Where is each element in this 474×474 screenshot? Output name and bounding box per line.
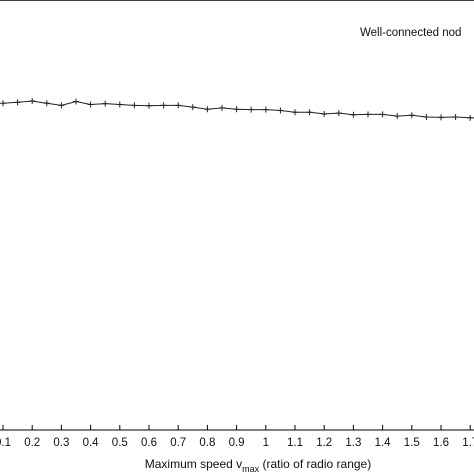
- data-point-marker: [29, 98, 36, 105]
- data-point-marker: [160, 102, 167, 109]
- data-point-marker: [306, 109, 313, 116]
- x-tick-label: 0.5: [112, 437, 128, 449]
- x-tick-label: 0.7: [170, 437, 186, 449]
- data-point-marker: [335, 110, 342, 117]
- data-point-marker: [365, 111, 371, 118]
- x-tick-label: 1.3: [345, 437, 361, 449]
- data-point-marker: [379, 111, 386, 118]
- x-axis-ticks: [2, 425, 471, 430]
- data-point-marker: [262, 106, 269, 113]
- x-tick-label: 1.7: [462, 437, 474, 449]
- data-point-marker: [219, 104, 225, 111]
- data-point-marker: [73, 98, 79, 105]
- data-point-marker: [43, 100, 50, 107]
- data-point-marker: [131, 102, 138, 109]
- data-point-marker: [87, 101, 94, 108]
- data-point-marker: [350, 111, 357, 118]
- data-point-marker: [438, 114, 444, 121]
- data-point-marker: [233, 106, 240, 113]
- data-point-marker: [116, 101, 123, 108]
- x-tick-label: 1.1: [287, 437, 303, 449]
- data-point-marker: [175, 102, 182, 109]
- x-tick-label: 0.3: [53, 437, 69, 449]
- data-point-marker: [321, 110, 328, 117]
- x-tick-label: 0.6: [141, 437, 157, 449]
- x-tick-label: 0.2: [24, 437, 40, 449]
- x-tick-label: 1.6: [433, 437, 449, 449]
- x-tick-label: 1.4: [375, 437, 392, 449]
- x-tick-label: 0.8: [199, 437, 215, 449]
- data-point-marker: [277, 107, 284, 114]
- data-point-marker: [394, 113, 401, 120]
- x-tick-label: 0.9: [229, 437, 245, 449]
- x-axis-title: Maximum speed vmax (ratio of radio range…: [145, 457, 371, 474]
- data-point-marker: [248, 106, 255, 113]
- data-point-marker: [0, 100, 6, 107]
- x-tick-label: 0.4: [83, 437, 100, 449]
- data-point-marker: [204, 106, 211, 113]
- legend-label: Well-connected nod: [360, 27, 461, 39]
- data-point-marker: [408, 112, 415, 119]
- data-point-marker: [14, 99, 21, 106]
- series-layer: [0, 98, 474, 121]
- x-tick-label: 1: [263, 437, 269, 449]
- x-axis-title-main: Maximum speed v: [145, 457, 242, 471]
- data-point-marker: [452, 113, 459, 120]
- x-axis-title-rest: (ratio of radio range): [259, 457, 371, 471]
- plot-frame: [0, 0, 474, 431]
- data-point-marker: [292, 109, 298, 116]
- data-point-marker: [467, 114, 474, 121]
- data-point-marker: [423, 113, 430, 120]
- x-axis-tick-labels: 0.1 0.2 0.3 0.4 0.5 0.6 0.7 0.8 0.9 1 1.1 1.2 1.3 1.4…: [0, 437, 474, 449]
- x-tick-label: 1.2: [316, 437, 332, 449]
- series-line: [2, 100, 474, 119]
- data-point-marker: [102, 100, 109, 107]
- data-point-marker: [189, 104, 196, 111]
- x-axis-title-subscript: max: [242, 464, 260, 474]
- x-tick-label: 0.1: [0, 437, 11, 449]
- data-point-marker: [58, 102, 65, 109]
- data-point-marker: [146, 102, 152, 109]
- x-tick-label: 1.5: [404, 437, 420, 449]
